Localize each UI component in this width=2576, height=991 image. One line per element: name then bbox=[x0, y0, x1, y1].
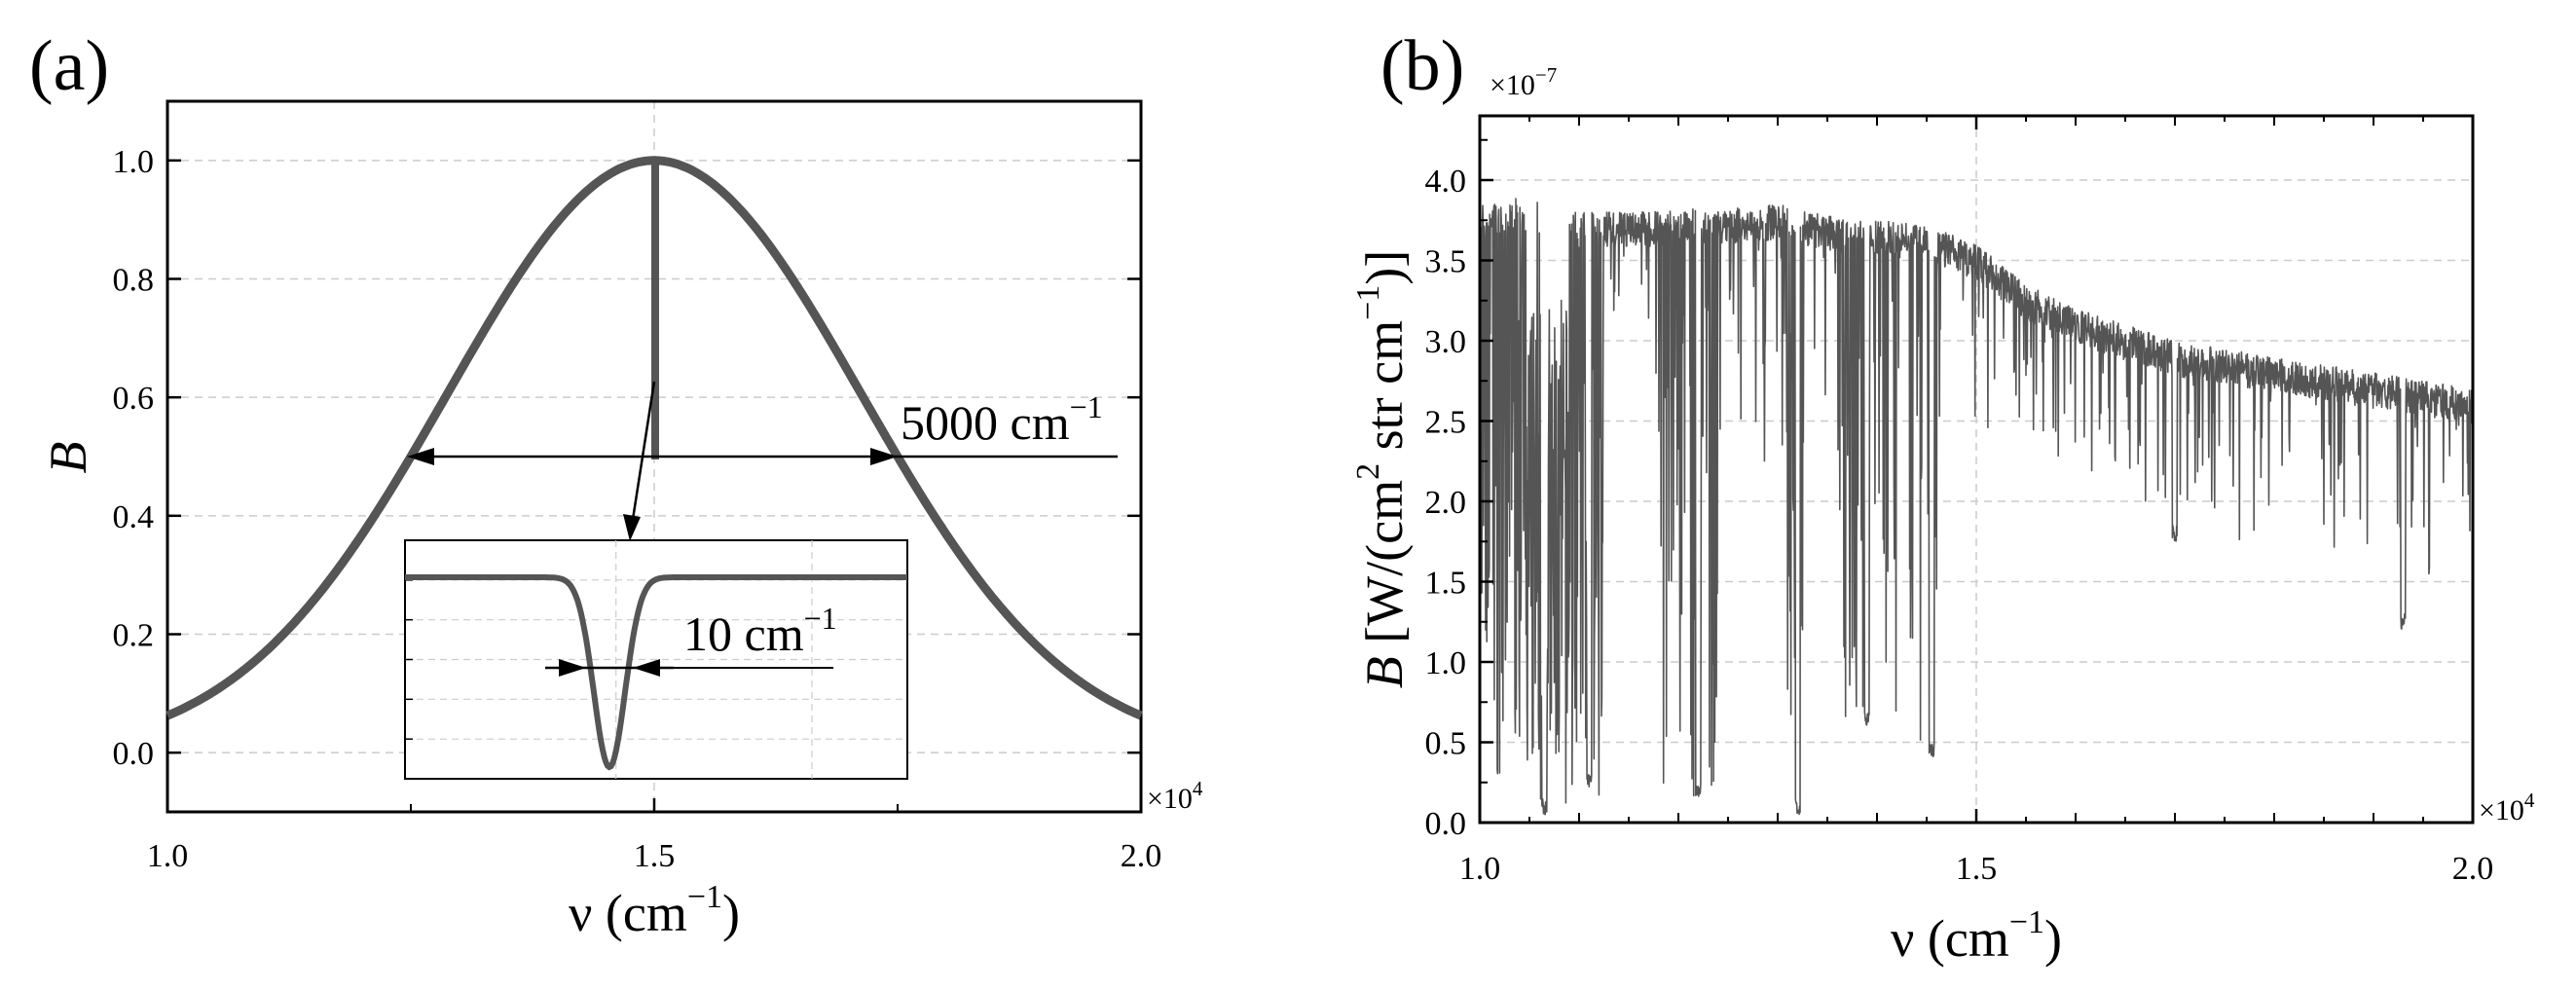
panel-a-ytick-label-2: 0.4 bbox=[113, 499, 155, 535]
panel-a-inset-pointer bbox=[630, 381, 656, 527]
panel-a-inset: 10 cm−1 bbox=[404, 539, 908, 780]
panel-b-label: (b) bbox=[1380, 26, 1464, 106]
panel-a-x-title: ν (cm−1) bbox=[569, 879, 740, 942]
inset-fwhm-label: 10 cm−1 bbox=[683, 601, 837, 661]
panel-b-y-title: B [W/(cm2 str cm−1)] bbox=[1350, 250, 1414, 689]
panel-a-ytick-label-5: 1.0 bbox=[113, 144, 155, 180]
panel-b-ytick-label-6: 3.0 bbox=[1425, 324, 1467, 360]
panel-a-ytick-label-3: 0.6 bbox=[113, 381, 155, 417]
panel-b-spectrum-line bbox=[1479, 198, 2474, 816]
panel-a: (a) 0.0 0.2 0.4 0.6 0.8 1.0 1.0 1.5 2.0 5000 cm−… bbox=[29, 26, 1203, 942]
panel-b-ytick-label-5: 2.5 bbox=[1425, 405, 1467, 441]
panel-a-xtick-label-1: 1.5 bbox=[634, 838, 676, 874]
panel-a-y-title: B bbox=[39, 442, 97, 474]
panel-b-xtick-label-1: 1.5 bbox=[1956, 851, 1998, 887]
panel-a-xtick-label-0: 1.0 bbox=[147, 838, 189, 874]
panel-b-xtick-label-0: 1.0 bbox=[1459, 851, 1501, 887]
panel-a-label: (a) bbox=[29, 26, 109, 106]
panel-b-ytick-label-2: 1.0 bbox=[1425, 645, 1467, 681]
inset-dip-line bbox=[405, 574, 907, 771]
panel-b-ytick-label-7: 3.5 bbox=[1425, 244, 1467, 280]
panel-b-x-multiplier: ×104 bbox=[2479, 789, 2535, 826]
panel-b-xtick-label-2: 2.0 bbox=[2452, 851, 2494, 887]
panel-a-ticks: 0.0 0.2 0.4 0.6 0.8 1.0 1.0 1.5 2.0 bbox=[113, 144, 1162, 874]
panel-a-gaussian-line bbox=[166, 156, 1143, 720]
panel-a-fwhm-label: 5000 cm−1 bbox=[901, 389, 1103, 450]
panel-b-ytick-label-1: 0.5 bbox=[1425, 726, 1467, 762]
panel-a-x-multiplier: ×104 bbox=[1147, 777, 1203, 815]
panel-a-fwhm-arrow bbox=[407, 448, 1118, 465]
panel-b-ytick-label-4: 2.0 bbox=[1425, 485, 1467, 521]
panel-a-xtick-label-2: 2.0 bbox=[1121, 838, 1162, 874]
inset-fwhm-arrow bbox=[545, 659, 833, 677]
panel-a-inset-pointer-head bbox=[623, 514, 641, 541]
panel-b-ytick-label-8: 4.0 bbox=[1425, 164, 1467, 200]
panel-b-ticks: 0.0 0.5 1.0 1.5 2.0 2.5 3.0 3.5 4.0 1.0 1.5 2.0 bbox=[1425, 116, 2494, 887]
panel-b-ytick-label-0: 0.0 bbox=[1425, 806, 1467, 842]
panel-b-y-multiplier: ×10−7 bbox=[1490, 63, 1557, 101]
panel-b-x-title: ν (cm−1) bbox=[1891, 904, 2062, 968]
panel-b: (b) ×10−7 0.0 0.5 1.0 1.5 2.0 2.5 3.0 3.5 4.0 1.0… bbox=[1350, 26, 2535, 968]
panel-a-ytick-label-0: 0.0 bbox=[113, 736, 155, 772]
panel-b-ytick-label-3: 1.5 bbox=[1425, 566, 1467, 602]
panel-a-ytick-label-1: 0.2 bbox=[113, 618, 155, 654]
panel-a-ytick-label-4: 0.8 bbox=[113, 263, 155, 299]
